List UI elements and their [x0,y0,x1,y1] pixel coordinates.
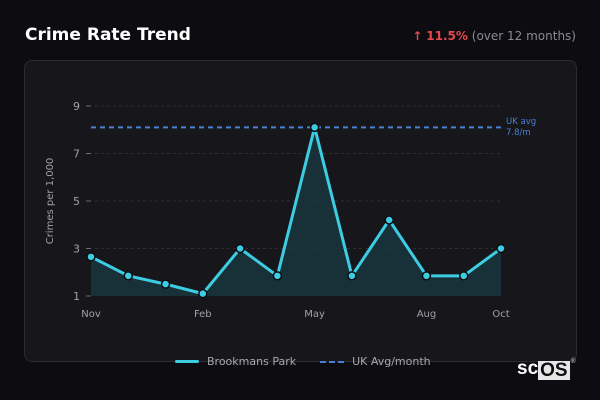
change-percent: 11.5% [426,29,468,43]
change-period: (over 12 months) [471,29,576,43]
svg-text:May: May [304,309,325,320]
svg-text:1: 1 [73,290,80,303]
legend-item-uk-avg[interactable]: UK Avg/month [320,355,431,368]
data-points [86,122,506,299]
svg-text:Feb: Feb [194,309,212,320]
chart-legend: Brookmans Park UK Avg/month [175,355,445,368]
solid-line-icon [175,360,199,363]
series-line [90,125,502,296]
page-title: Crime Rate Trend [25,25,191,45]
legend-series-label: Brookmans Park [207,355,297,368]
scos-logo: sc OS ® [517,358,576,380]
x-axis: Nov Feb May Aug Oct [81,309,509,320]
legend-item-series[interactable]: Brookmans Park [175,355,296,368]
svg-text:3: 3 [73,243,80,256]
uk-avg-annotation-value: 7.8/m [506,128,531,138]
legend-avg-label: UK Avg/month [352,355,431,368]
trend-change: ↑ 11.5% (over 12 months) [412,29,576,43]
grid-lines [95,105,501,249]
y-axis: 1 3 5 7 9 [73,100,91,303]
uk-avg-annotation: UK avg [506,117,536,127]
svg-text:9: 9 [73,100,80,113]
svg-text:Nov: Nov [81,309,101,320]
up-arrow-icon: ↑ [412,29,423,43]
logo-sc: sc [517,358,539,379]
y-axis-label: Crimes per 1,000 [45,158,56,245]
registered-icon: ® [570,358,576,365]
svg-text:5: 5 [73,195,80,208]
svg-text:Oct: Oct [492,309,509,320]
series-area [91,127,501,296]
svg-text:Aug: Aug [417,309,437,320]
logo-os: OS [538,360,570,381]
dashed-line-icon [320,360,345,363]
svg-text:7: 7 [73,148,80,161]
